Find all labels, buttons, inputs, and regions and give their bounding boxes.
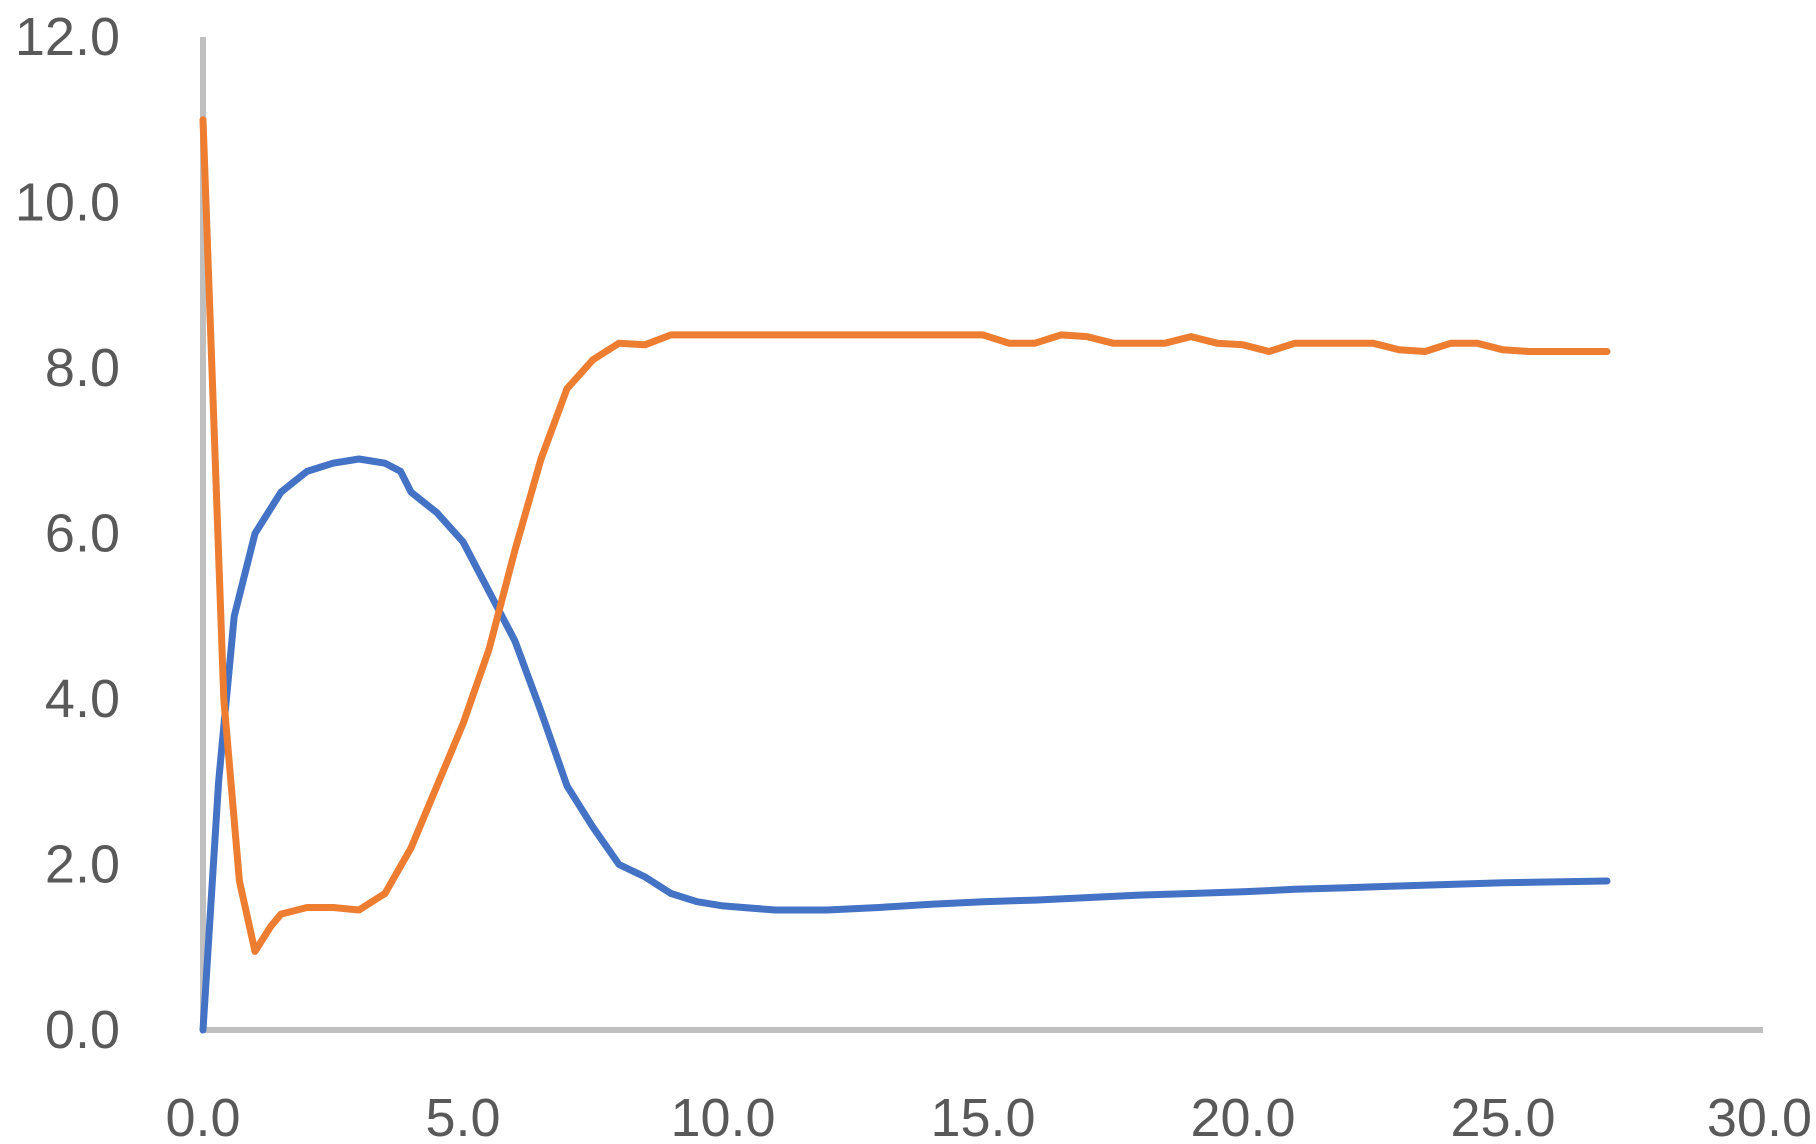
x-tick-label: 5.0 <box>425 1088 500 1144</box>
y-tick-label: 2.0 <box>45 835 120 895</box>
y-tick-labels: 0.0 2.0 4.0 6.0 8.0 10.0 12.0 <box>15 7 120 1060</box>
series-layer <box>199 116 1611 1034</box>
series-line-2 <box>199 116 1611 955</box>
x-tick-label: 30.0 <box>1707 1088 1812 1144</box>
x-tick-label: 25.0 <box>1450 1088 1555 1144</box>
y-tick-label: 8.0 <box>45 338 120 398</box>
x-tick-label: 15.0 <box>930 1088 1035 1144</box>
x-tick-label: 10.0 <box>670 1088 775 1144</box>
x-tick-label: 20.0 <box>1190 1088 1295 1144</box>
x-tick-labels: 0.0 5.0 10.0 15.0 20.0 25.0 30.0 <box>165 1088 1812 1144</box>
y-tick-label: 4.0 <box>45 669 120 729</box>
y-tick-label: 10.0 <box>15 173 120 233</box>
x-tick-label: 0.0 <box>165 1088 240 1144</box>
y-tick-label: 6.0 <box>45 504 120 564</box>
series-line-1 <box>199 455 1611 1034</box>
y-tick-label: 0.0 <box>45 1000 120 1060</box>
y-tick-label: 12.0 <box>15 7 120 67</box>
